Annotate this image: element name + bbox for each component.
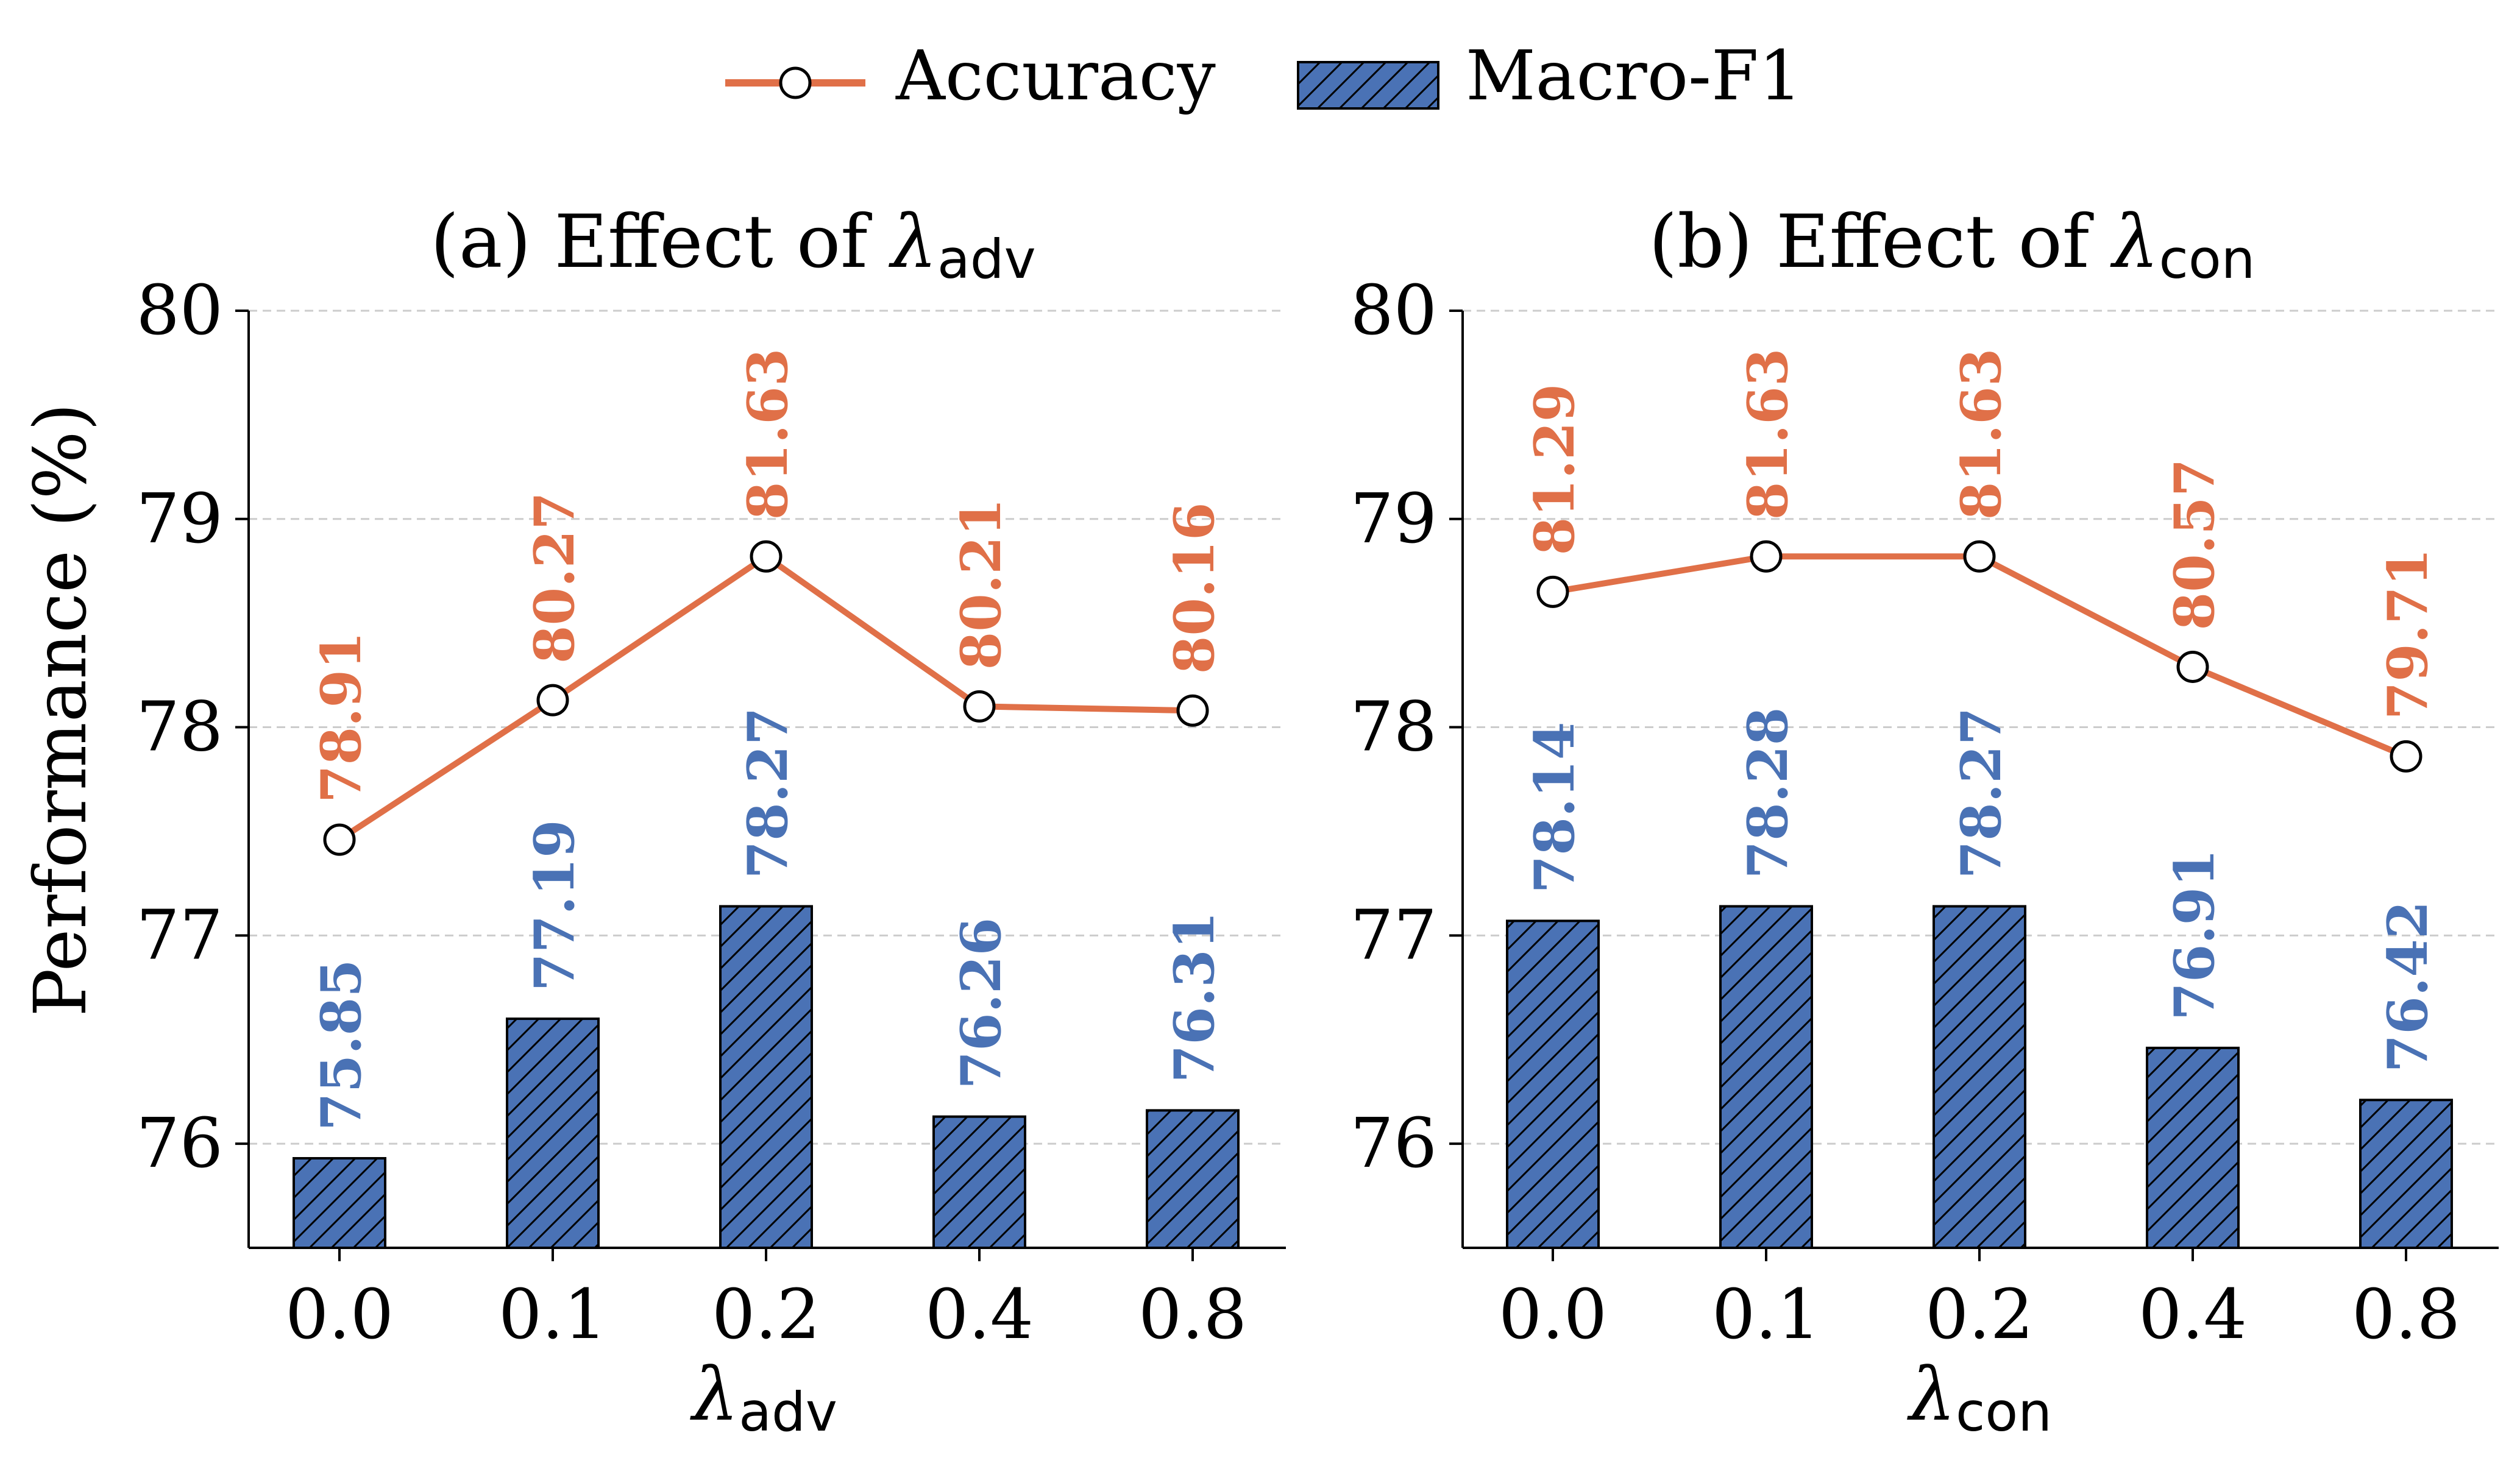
panel-b-bar-label: 78.27: [1949, 707, 2014, 879]
panel-b-accuracy-point: [1963, 540, 1996, 573]
panel-b-title-symbol: λ: [2110, 200, 2159, 285]
panel-b: 76 77 78 79 80 0.0 0.1 0.2 0.4 0.8 78.14 78.28 78.2…: [1350, 200, 2499, 1443]
panel-a-bar-0.2: [719, 905, 813, 1250]
legend-accuracy-label: Accuracy: [895, 37, 1216, 116]
panel-b-accuracy-label: 81.63: [1736, 348, 1800, 520]
panel-b-y-tick-label: 78: [1350, 688, 1437, 767]
y-axis-label: Performance (%): [18, 403, 102, 1016]
panel-a-accuracy-point: [963, 690, 996, 723]
panel-a-x-tick-label: 0.0: [285, 1275, 394, 1354]
panel-a-accuracy-point: [750, 540, 783, 573]
panel-a-title: (a) Effect of λadv: [430, 200, 1036, 291]
panel-a-bar-label: 78.27: [736, 707, 800, 879]
panel-a-y-tick-label: 79: [136, 480, 223, 559]
panel-b-bar-0.0: [1506, 919, 1600, 1250]
panel-a-y-tick-label: 76: [136, 1104, 223, 1183]
panel-b-x-tick-label: 0.0: [1499, 1275, 1607, 1354]
panel-b-y-tick-label: 79: [1350, 480, 1437, 559]
panel-a-bar-0.1: [506, 1018, 600, 1249]
panel-a: 76 77 78 79 80 0.0 0.1 0.2 0.4 0.8 75.85 77.19 78.2…: [136, 200, 1286, 1443]
panel-b-x-axis-sub: con: [1956, 1381, 2052, 1443]
panel-a-y-tick-label: 78: [136, 688, 223, 767]
panel-b-bar-0.4: [2146, 1046, 2240, 1249]
panel-b-grid: [1463, 310, 2499, 1145]
panel-b-bar-0.8: [2359, 1099, 2453, 1249]
panel-b-x-tick-label: 0.1: [1712, 1275, 1820, 1354]
panel-b-y-tick-label: 76: [1350, 1104, 1437, 1183]
panel-a-accuracy-label: 80.16: [1162, 502, 1227, 674]
panel-b-accuracy-label: 81.63: [1949, 348, 2014, 520]
panel-b-accuracy-point: [2390, 740, 2422, 773]
panel-a-x-axis-label: λadv: [690, 1353, 837, 1443]
panel-a-title-text: (a) Effect of: [430, 200, 891, 285]
panel-a-y-tick-label: 77: [136, 896, 223, 975]
panel-a-bar-label: 75.85: [309, 959, 374, 1131]
panel-b-title-text: (b) Effect of: [1649, 200, 2113, 285]
panel-a-accuracy-label: 78.91: [309, 631, 374, 803]
panel-a-accuracy-point: [536, 684, 569, 717]
panel-b-bar-0.1: [1719, 905, 1813, 1250]
panel-a-bars: [293, 905, 1240, 1250]
panel-a-axes: 76 77 78 79 80 0.0 0.1 0.2 0.4 0.8: [136, 271, 1286, 1354]
panel-a-bar-0.4: [932, 1115, 1026, 1250]
panel-a-accuracy-label: 80.27: [522, 492, 587, 664]
panel-a-title-sub: adv: [937, 228, 1036, 291]
panel-b-bar-label: 76.42: [2376, 901, 2440, 1073]
panel-b-x-tick-label: 0.2: [1925, 1275, 2034, 1354]
panel-b-y-tick-label: 80: [1350, 271, 1437, 350]
panel-b-x-tick-label: 0.8: [2352, 1275, 2460, 1354]
panel-a-accuracy-point: [323, 823, 356, 856]
panel-b-accuracy-label: 81.29: [1522, 384, 1587, 556]
panel-a-accuracy-label: 80.21: [949, 498, 1013, 670]
panel-a-accuracy-label: 81.63: [736, 348, 800, 520]
legend-accuracy-marker: [779, 66, 812, 99]
panel-b-accuracy-point: [1750, 540, 1783, 573]
panel-b-bar-label: 78.28: [1736, 707, 1800, 879]
panel-b-title: (b) Effect of λcon: [1649, 200, 2256, 291]
panel-b-x-tick-label: 0.4: [2138, 1275, 2247, 1354]
panel-a-labels: 75.85 77.19 78.27 76.26 76.31 78.91 80.27 81.63…: [309, 348, 1227, 1131]
panel-a-bar-0.0: [293, 1157, 386, 1249]
panel-a-y-tick-label: 80: [136, 271, 223, 350]
panel-b-y-tick-label: 77: [1350, 896, 1437, 975]
panel-b-bars: [1506, 905, 2453, 1250]
panel-a-accuracy-point: [1176, 694, 1209, 727]
panel-a-x-axis-symbol: λ: [690, 1353, 739, 1437]
panel-b-bar-0.2: [1933, 905, 2026, 1250]
panel-a-bar-0.8: [1146, 1109, 1240, 1249]
panel-a-x-tick-label: 0.8: [1138, 1275, 1247, 1354]
panel-a-bar-label: 76.31: [1162, 911, 1227, 1083]
panel-b-labels: 78.14 78.28 78.27 76.91 76.42 81.29 81.63 81.63…: [1522, 348, 2440, 1072]
panel-a-bar-label: 77.19: [522, 819, 587, 991]
panel-a-x-tick-label: 0.2: [712, 1275, 820, 1354]
panel-b-x-axis-label: λcon: [1907, 1353, 2052, 1443]
panel-a-line: [323, 540, 1209, 856]
panel-b-x-axis-symbol: λ: [1907, 1353, 1956, 1437]
panel-b-bar-label: 78.14: [1522, 722, 1587, 894]
panel-b-axes: 76 77 78 79 80 0.0 0.1 0.2 0.4 0.8: [1350, 271, 2499, 1354]
panel-b-accuracy-point: [1536, 575, 1569, 608]
panel-b-line: [1536, 540, 2422, 773]
panel-b-bar-label: 76.91: [2162, 849, 2227, 1021]
panel-b-accuracy-point: [2176, 650, 2209, 683]
panel-b-title-sub: con: [2159, 228, 2255, 291]
legend: Accuracy Macro-F1: [725, 37, 1802, 116]
panel-a-title-symbol: λ: [889, 200, 937, 285]
panel-a-x-axis-sub: adv: [739, 1381, 837, 1443]
legend-macro-f1-swatch: [1297, 61, 1439, 110]
panel-a-x-tick-label: 0.4: [925, 1275, 1034, 1354]
panel-b-accuracy-label: 79.71: [2376, 548, 2440, 720]
panel-a-x-tick-label: 0.1: [499, 1275, 607, 1354]
panel-b-accuracy-label: 80.57: [2162, 459, 2227, 631]
legend-macro-f1-label: Macro-F1: [1466, 37, 1802, 116]
panel-a-bar-label: 76.26: [949, 918, 1013, 1089]
